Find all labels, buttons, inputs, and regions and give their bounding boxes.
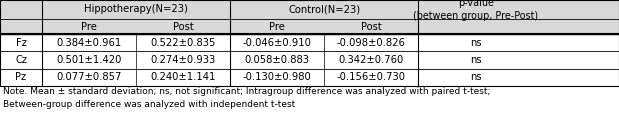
Text: Pre: Pre: [269, 22, 285, 32]
Bar: [0, 0, 619, 19]
Text: 0.274±0.933: 0.274±0.933: [150, 55, 216, 65]
Text: 0.501±1.420: 0.501±1.420: [56, 55, 122, 65]
Text: 0.522±0.835: 0.522±0.835: [150, 38, 216, 48]
Text: p-value
(between group, Pre-Post): p-value (between group, Pre-Post): [413, 0, 539, 21]
Bar: [0, 19, 619, 34]
Text: -0.098±0.826: -0.098±0.826: [337, 38, 406, 48]
Text: Control(N=23): Control(N=23): [288, 4, 360, 14]
Text: ns: ns: [470, 38, 482, 48]
Text: 0.240±1.141: 0.240±1.141: [150, 72, 216, 82]
Text: ns: ns: [470, 72, 482, 82]
Text: Cz: Cz: [15, 55, 27, 65]
Text: -0.156±0.730: -0.156±0.730: [337, 72, 406, 82]
Text: Hippotherapy(N=23): Hippotherapy(N=23): [84, 4, 188, 14]
Text: Post: Post: [361, 22, 382, 32]
Text: 0.342±0.760: 0.342±0.760: [339, 55, 404, 65]
Text: Pz: Pz: [15, 72, 27, 82]
Text: -0.130±0.980: -0.130±0.980: [243, 72, 312, 82]
Text: 0.384±0.961: 0.384±0.961: [56, 38, 122, 48]
Text: -0.046±0.910: -0.046±0.910: [243, 38, 312, 48]
Text: Post: Post: [173, 22, 194, 32]
Text: Pre: Pre: [81, 22, 97, 32]
Text: Fz: Fz: [15, 38, 27, 48]
Text: Note. Mean ± standard deviation; ns, not significant; Intragroup difference was : Note. Mean ± standard deviation; ns, not…: [3, 87, 490, 109]
Text: 0.077±0.857: 0.077±0.857: [56, 72, 122, 82]
Text: 0.058±0.883: 0.058±0.883: [245, 55, 310, 65]
Text: ns: ns: [470, 55, 482, 65]
